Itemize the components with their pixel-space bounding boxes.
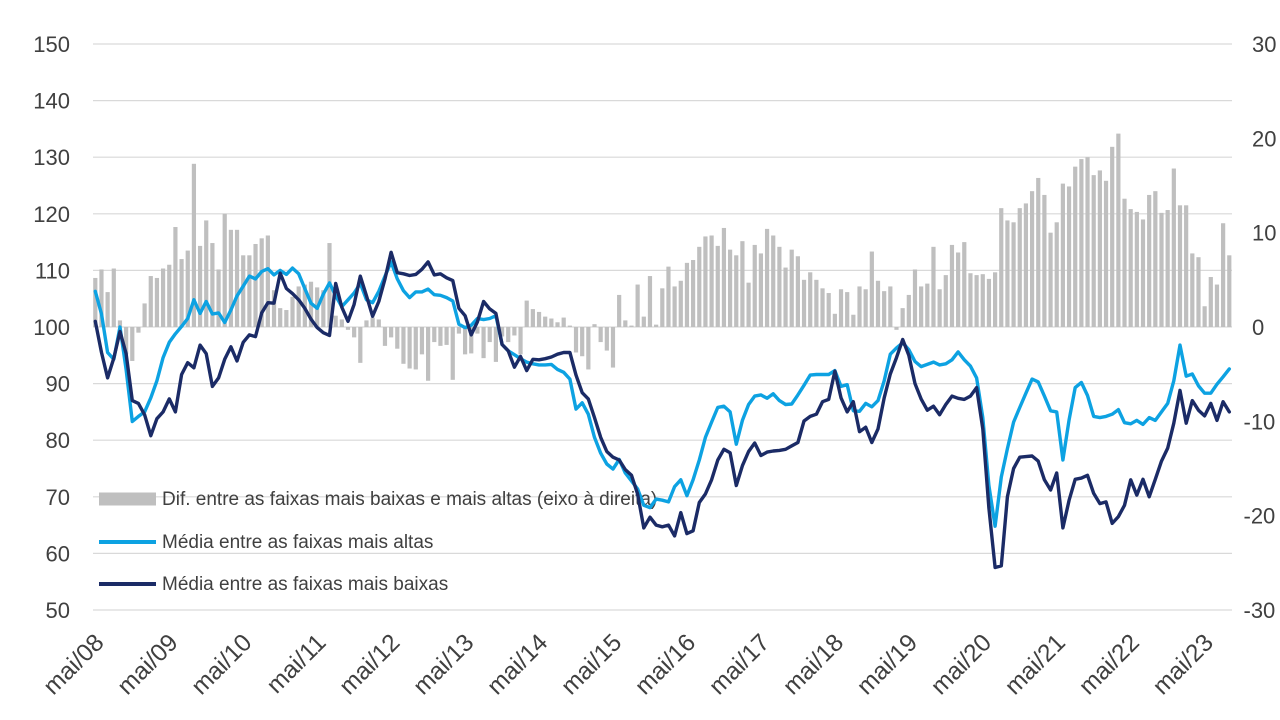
svg-text:-10: -10 bbox=[1244, 409, 1276, 434]
svg-text:-30: -30 bbox=[1244, 598, 1276, 623]
svg-text:10: 10 bbox=[1252, 221, 1276, 246]
svg-text:140: 140 bbox=[33, 89, 70, 114]
svg-text:20: 20 bbox=[1252, 126, 1276, 151]
svg-text:Dif. entre as faixas mais baix: Dif. entre as faixas mais baixas e mais … bbox=[162, 489, 657, 510]
svg-text:70: 70 bbox=[46, 485, 70, 510]
svg-text:120: 120 bbox=[33, 202, 70, 227]
svg-text:50: 50 bbox=[46, 598, 70, 623]
svg-text:150: 150 bbox=[33, 32, 70, 57]
svg-text:80: 80 bbox=[46, 428, 70, 453]
svg-text:-20: -20 bbox=[1244, 504, 1276, 529]
svg-text:30: 30 bbox=[1252, 32, 1276, 57]
svg-text:0: 0 bbox=[1252, 315, 1264, 340]
svg-text:Média entre as faixas mais bai: Média entre as faixas mais baixas bbox=[162, 574, 448, 595]
svg-text:Média entre as faixas mais alt: Média entre as faixas mais altas bbox=[162, 532, 433, 553]
svg-text:100: 100 bbox=[33, 315, 70, 340]
svg-text:110: 110 bbox=[35, 258, 70, 283]
svg-text:90: 90 bbox=[46, 372, 70, 397]
svg-text:130: 130 bbox=[33, 145, 70, 170]
svg-text:60: 60 bbox=[46, 541, 70, 566]
